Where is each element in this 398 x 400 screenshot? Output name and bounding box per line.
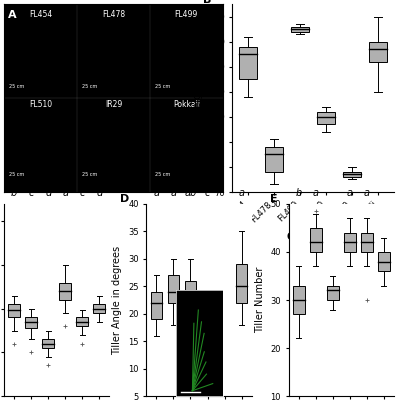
Text: a: a: [62, 188, 68, 198]
Bar: [369, 42, 388, 62]
Text: a: a: [238, 188, 244, 198]
Bar: [317, 112, 336, 124]
Text: 25 cm: 25 cm: [155, 84, 171, 89]
Text: FL454: FL454: [29, 10, 52, 19]
Bar: [310, 228, 322, 252]
Bar: [236, 264, 248, 303]
Text: Pokkali: Pokkali: [173, 100, 200, 109]
Text: E: E: [269, 194, 277, 204]
Y-axis label: Tiller Number: Tiller Number: [255, 267, 265, 333]
Bar: [293, 286, 305, 314]
Text: B: B: [203, 0, 212, 5]
Bar: [361, 233, 373, 252]
Text: b: b: [296, 188, 302, 198]
Bar: [25, 318, 37, 328]
Text: 25 cm: 25 cm: [82, 172, 98, 177]
Text: a: a: [347, 188, 353, 198]
Text: 25 cm: 25 cm: [10, 172, 25, 177]
Bar: [378, 252, 390, 271]
Bar: [327, 286, 339, 300]
Text: D: D: [120, 194, 129, 204]
Bar: [291, 26, 309, 32]
Bar: [343, 172, 361, 177]
Bar: [59, 282, 71, 300]
Text: a: a: [313, 188, 319, 198]
Text: a: a: [154, 188, 160, 198]
Text: FL478: FL478: [102, 10, 125, 19]
Text: FL499: FL499: [175, 10, 198, 19]
Bar: [239, 47, 257, 79]
Bar: [76, 318, 88, 326]
Text: c: c: [29, 188, 34, 198]
Text: A: A: [8, 10, 17, 20]
Bar: [201, 330, 213, 358]
Y-axis label: Tiller Angle in degrees: Tiller Angle in degrees: [113, 246, 123, 354]
Text: 25 cm: 25 cm: [155, 172, 171, 177]
Text: a: a: [364, 188, 370, 198]
Bar: [8, 304, 20, 318]
Text: IR29: IR29: [105, 100, 122, 109]
Text: 25 cm: 25 cm: [82, 84, 98, 89]
Text: d: d: [45, 188, 51, 198]
Text: ab: ab: [184, 188, 197, 198]
Text: b: b: [11, 188, 17, 198]
Text: c: c: [205, 188, 210, 198]
Text: FL510: FL510: [29, 100, 52, 109]
X-axis label: Genotype: Genotype: [287, 232, 339, 242]
Text: 25 cm: 25 cm: [10, 84, 25, 89]
Bar: [93, 304, 105, 313]
Bar: [265, 147, 283, 172]
Y-axis label: Plant Height in cm: Plant Height in cm: [193, 53, 203, 143]
Text: d: d: [96, 188, 102, 198]
Text: c: c: [80, 188, 85, 198]
Bar: [42, 339, 54, 348]
Bar: [168, 275, 179, 303]
Text: a: a: [170, 188, 176, 198]
Bar: [150, 292, 162, 319]
Bar: [344, 233, 356, 252]
Bar: [185, 281, 197, 303]
